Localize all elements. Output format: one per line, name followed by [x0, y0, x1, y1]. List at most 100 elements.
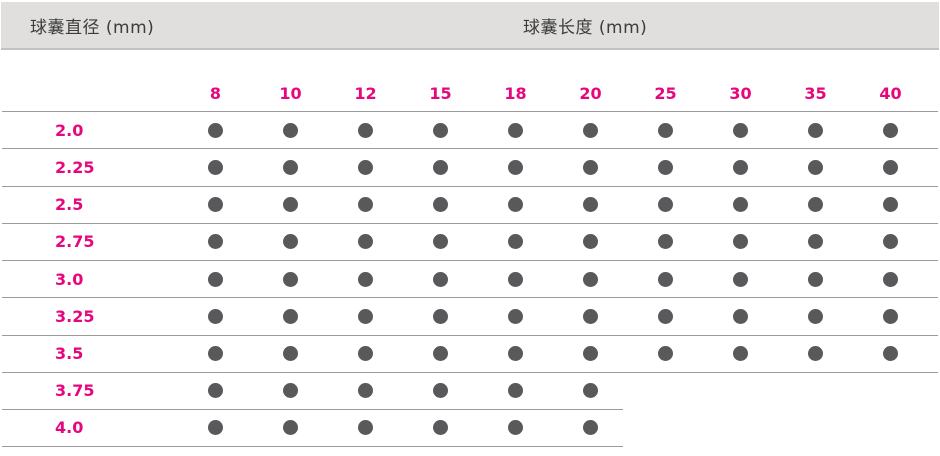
table-cell	[403, 373, 478, 409]
table-cell	[253, 187, 328, 223]
table-row: 4.0	[2, 409, 938, 446]
availability-dot-icon	[508, 234, 523, 250]
availability-dot-icon	[358, 346, 373, 362]
availability-dot-icon	[433, 271, 448, 287]
table-cell	[178, 112, 253, 148]
table-cell	[478, 261, 553, 297]
table-cell	[553, 373, 628, 409]
table-cell	[778, 149, 853, 185]
availability-dot-icon	[583, 383, 598, 399]
availability-dot-icon	[883, 197, 898, 213]
availability-dot-icon	[583, 271, 598, 287]
table-cell	[628, 112, 703, 148]
table-cell	[478, 298, 553, 334]
table-cell	[253, 149, 328, 185]
availability-dot-icon	[733, 346, 748, 362]
table-cell	[403, 298, 478, 334]
table-cell	[178, 224, 253, 260]
availability-dot-icon	[583, 197, 598, 213]
table-cell	[328, 409, 403, 446]
table-cell	[478, 409, 553, 446]
availability-dot-icon	[358, 122, 373, 138]
availability-dot-icon	[283, 122, 298, 138]
column-header: 35	[804, 83, 827, 103]
table-cell	[853, 298, 928, 334]
table-cell	[178, 149, 253, 185]
availability-dot-icon	[583, 420, 598, 436]
table-cell	[328, 298, 403, 334]
table-cell	[478, 224, 553, 260]
availability-dot-icon	[208, 346, 223, 362]
availability-dot-icon	[733, 122, 748, 138]
availability-dot-icon	[733, 308, 748, 324]
table-cell	[628, 409, 703, 446]
table-cell	[553, 112, 628, 148]
availability-dot-icon	[658, 271, 673, 287]
availability-dot-icon	[358, 383, 373, 399]
row-label: 2.5	[55, 195, 84, 215]
table-cell	[328, 187, 403, 223]
table-cell	[703, 187, 778, 223]
availability-dot-icon	[508, 420, 523, 436]
table-cell	[853, 373, 928, 409]
table-cell	[703, 149, 778, 185]
availability-dot-icon	[208, 197, 223, 213]
availability-dot-icon	[508, 122, 523, 138]
row-label: 3.75	[55, 381, 95, 401]
row-separator-short	[2, 446, 623, 448]
table-cell	[178, 298, 253, 334]
availability-dot-icon	[808, 122, 823, 138]
table-cell	[253, 409, 328, 446]
availability-dot-icon	[283, 308, 298, 324]
table-cell	[403, 149, 478, 185]
table-row: 3.0	[2, 260, 938, 297]
table-cell	[853, 409, 928, 446]
availability-dot-icon	[508, 159, 523, 175]
table-cell	[703, 336, 778, 372]
availability-dot-icon	[733, 234, 748, 250]
availability-dot-icon	[808, 159, 823, 175]
table-cell	[403, 261, 478, 297]
table-cell	[853, 187, 928, 223]
column-header: 12	[354, 83, 377, 103]
availability-dot-icon	[658, 197, 673, 213]
table-cell	[253, 261, 328, 297]
table-cell	[178, 409, 253, 446]
table-cell	[253, 112, 328, 148]
availability-dot-icon	[658, 122, 673, 138]
table-cell	[253, 224, 328, 260]
availability-dot-icon	[208, 159, 223, 175]
availability-dot-icon	[433, 234, 448, 250]
table-cell	[853, 224, 928, 260]
table-cell	[403, 112, 478, 148]
table-cell	[703, 298, 778, 334]
availability-dot-icon	[808, 197, 823, 213]
availability-dot-icon	[208, 234, 223, 250]
table-cell	[703, 373, 778, 409]
availability-dot-icon	[808, 271, 823, 287]
availability-dot-icon	[883, 234, 898, 250]
column-header-spacer	[2, 74, 178, 112]
table-cell	[778, 261, 853, 297]
table-cell	[778, 224, 853, 260]
availability-dot-icon	[283, 234, 298, 250]
table-cell	[703, 112, 778, 148]
table-cell	[628, 373, 703, 409]
row-label: 3.0	[55, 269, 84, 289]
availability-dot-icon	[508, 197, 523, 213]
table-row: 3.75	[2, 371, 938, 409]
table-row: 2.25	[2, 148, 938, 185]
table-cell	[403, 336, 478, 372]
table-cell	[778, 336, 853, 372]
table-cell	[778, 298, 853, 334]
column-header: 15	[429, 83, 452, 103]
table-cell	[253, 298, 328, 334]
table-cell	[778, 112, 853, 148]
availability-dot-icon	[358, 159, 373, 175]
availability-dot-icon	[283, 383, 298, 399]
table-cell	[853, 149, 928, 185]
availability-dot-icon	[358, 234, 373, 250]
table-cell	[703, 224, 778, 260]
table-cell	[553, 298, 628, 334]
